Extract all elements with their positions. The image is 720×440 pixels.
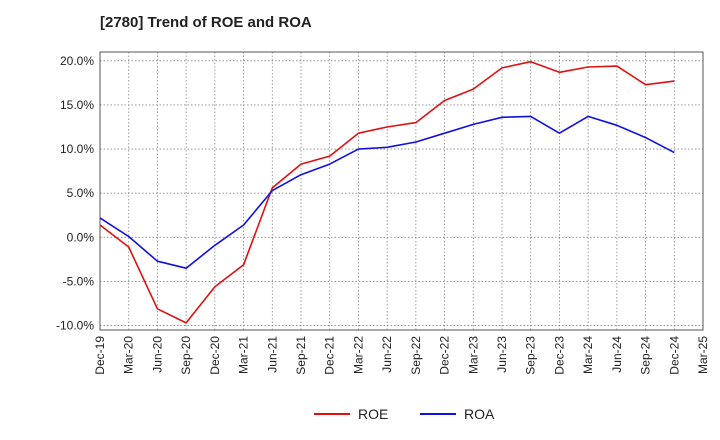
tick-labels: 20.0% 15.0% 10.0% 5.0% 0.0% -5.0% -10.0% Dec-19…	[56, 54, 710, 375]
x-tick-label: Dec-22	[438, 336, 452, 375]
y-tick-label: 5.0%	[67, 186, 95, 200]
plot-background	[100, 52, 703, 330]
x-tick-label: Mar-25	[696, 336, 710, 374]
y-tick-label: 20.0%	[60, 54, 94, 68]
x-tick-label: Sep-22	[409, 336, 423, 375]
x-tick-label: Sep-23	[524, 336, 538, 375]
x-tick-label: Mar-23	[466, 336, 480, 374]
x-tick-label: Dec-19	[93, 336, 107, 375]
x-tick-label: Mar-21	[237, 336, 251, 374]
plot-frame	[99, 51, 704, 331]
legend-label-roa: ROA	[464, 406, 495, 422]
x-tick-label: Sep-21	[294, 336, 308, 375]
series-line-roe	[99, 60, 675, 324]
x-tick-label: Dec-20	[208, 336, 222, 375]
x-tick-label: Jun-20	[150, 336, 164, 373]
grid-lines	[100, 52, 703, 330]
x-tick-label: Sep-24	[639, 336, 653, 375]
x-tick-label: Sep-20	[179, 336, 193, 375]
y-tick-label: -10.0%	[56, 319, 94, 333]
x-tick-label: Mar-24	[581, 336, 595, 374]
y-tick-label: -5.0%	[63, 274, 95, 288]
series-lines	[99, 60, 675, 324]
legend-label-roe: ROE	[358, 406, 388, 422]
x-tick-label: Mar-20	[122, 336, 136, 374]
legend: ROE ROA	[314, 406, 495, 422]
y-tick-label: 10.0%	[60, 142, 94, 156]
x-tick-label: Dec-23	[552, 336, 566, 375]
axes	[99, 51, 704, 331]
x-tick-label: Jun-23	[495, 336, 509, 373]
x-tick-label: Jun-22	[380, 336, 394, 373]
x-tick-label: Mar-22	[351, 336, 365, 374]
y-tick-label: 0.0%	[67, 230, 95, 244]
chart-title: [2780] Trend of ROE and ROA	[100, 14, 312, 31]
x-tick-label: Jun-24	[610, 336, 624, 373]
y-tick-label: 15.0%	[60, 98, 94, 112]
x-tick-label: Jun-21	[265, 336, 279, 373]
x-tick-label: Dec-21	[323, 336, 337, 375]
x-tick-label: Dec-24	[667, 336, 681, 375]
series-line-roa	[99, 115, 675, 270]
